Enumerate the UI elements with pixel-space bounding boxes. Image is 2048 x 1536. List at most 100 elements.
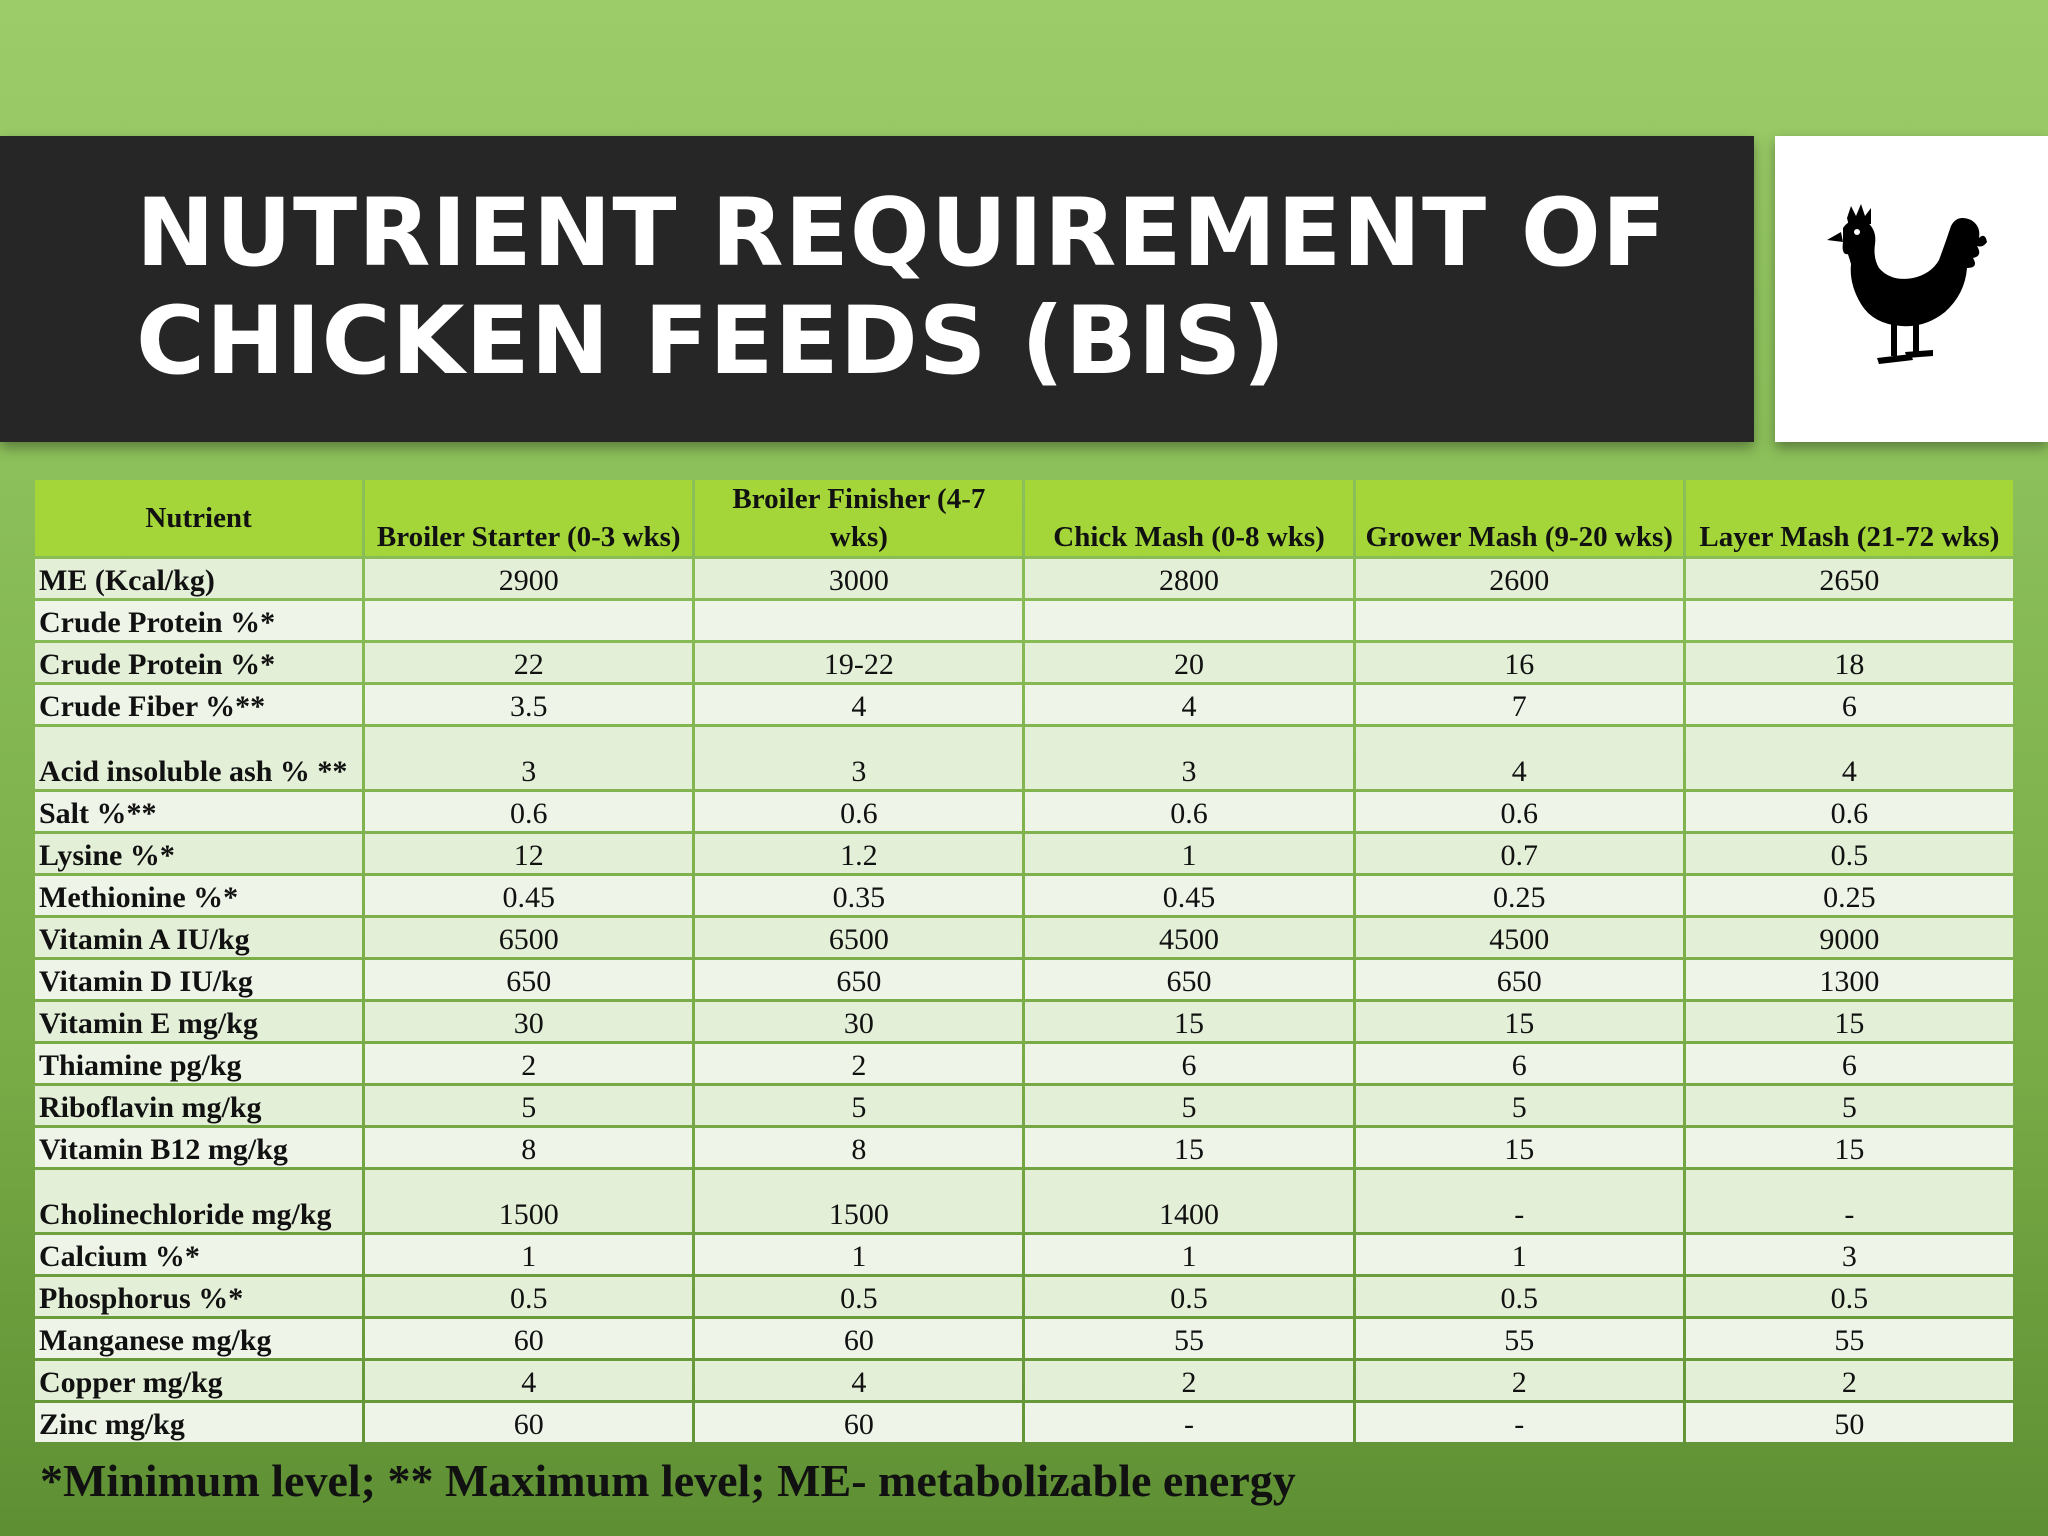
value-cell: 5: [365, 1086, 693, 1125]
nutrient-name-cell: ME (Kcal/kg): [35, 559, 363, 598]
nutrient-name-cell: Crude Fiber %**: [35, 685, 363, 724]
value-cell: 1: [365, 1235, 693, 1274]
value-cell: 3.5: [365, 685, 693, 724]
value-cell: 1: [1355, 1235, 1683, 1274]
value-cell: 8: [365, 1128, 693, 1167]
slide-title: NUTRIENT REQUIREMENT OF CHICKEN FEEDS (B…: [136, 180, 1736, 396]
value-cell: 2800: [1025, 559, 1353, 598]
footnote: *Minimum level; ** Maximum level; ME- me…: [40, 1455, 1296, 1506]
value-cell: 9000: [1685, 918, 2013, 957]
value-cell: 5: [1685, 1086, 2013, 1125]
nutrient-name-cell: Vitamin B12 mg/kg: [35, 1128, 363, 1167]
value-cell: 1400: [1025, 1170, 1353, 1232]
value-cell: 3: [1685, 1235, 2013, 1274]
empty-cell: [1685, 601, 2013, 640]
header-chick-mash: Chick Mash (0-8 wks): [1025, 480, 1353, 556]
title-band: [0, 136, 1754, 442]
value-cell: 0.5: [695, 1277, 1023, 1316]
header-grower-mash: Grower Mash (9-20 wks): [1355, 480, 1683, 556]
value-cell: 15: [1355, 1002, 1683, 1041]
nutrient-name-cell: Salt %**: [35, 792, 363, 831]
value-cell: 3: [695, 727, 1023, 789]
logo-box: [1775, 136, 2048, 442]
value-cell: 1500: [365, 1170, 693, 1232]
value-cell: 0.6: [1355, 792, 1683, 831]
header-broiler-starter: Broiler Starter (0-3 wks): [365, 480, 693, 556]
table-row: Salt %** 0.6 0.6 0.6 0.6 0.6: [35, 792, 2013, 831]
value-cell: 4500: [1355, 918, 1683, 957]
value-cell: 1500: [695, 1170, 1023, 1232]
value-cell: 15: [1685, 1002, 2013, 1041]
value-cell: 4: [1025, 685, 1353, 724]
nutrient-name-cell: Calcium %*: [35, 1235, 363, 1274]
table-row: Riboflavin mg/kg 5 5 5 5 5: [35, 1086, 2013, 1125]
value-cell: 0.5: [1025, 1277, 1353, 1316]
value-cell: 2: [365, 1044, 693, 1083]
value-cell: 1.2: [695, 834, 1023, 873]
value-cell: 4: [1355, 727, 1683, 789]
value-cell: 4: [695, 685, 1023, 724]
empty-cell: [1355, 601, 1683, 640]
table-row: Crude Protein %* 22 19-22 20 16 18: [35, 643, 2013, 682]
value-cell: 15: [1025, 1128, 1353, 1167]
value-cell: 650: [1025, 960, 1353, 999]
value-cell: 30: [365, 1002, 693, 1041]
nutrient-name-cell: Manganese mg/kg: [35, 1319, 363, 1358]
value-cell: 6: [1355, 1044, 1683, 1083]
nutrient-name-cell: Riboflavin mg/kg: [35, 1086, 363, 1125]
value-cell: 8: [695, 1128, 1023, 1167]
table-row: Thiamine pg/kg 2 2 6 6 6: [35, 1044, 2013, 1083]
value-cell: 60: [695, 1403, 1023, 1442]
value-cell: 55: [1355, 1319, 1683, 1358]
value-cell: 0.5: [1685, 834, 2013, 873]
value-cell: 6500: [695, 918, 1023, 957]
table-row: ME (Kcal/kg) 2900 3000 2800 2600 2650: [35, 559, 2013, 598]
value-cell: -: [1355, 1170, 1683, 1232]
value-cell: 5: [1025, 1086, 1353, 1125]
value-cell: 6: [1025, 1044, 1353, 1083]
value-cell: 2: [1685, 1361, 2013, 1400]
nutrient-name-cell: Zinc mg/kg: [35, 1403, 363, 1442]
header-nutrient: Nutrient: [35, 480, 363, 556]
value-cell: 30: [695, 1002, 1023, 1041]
value-cell: 0.25: [1355, 876, 1683, 915]
value-cell: 0.6: [365, 792, 693, 831]
table-header-row: Nutrient Broiler Starter (0-3 wks) Broil…: [35, 480, 2013, 556]
value-cell: 1: [695, 1235, 1023, 1274]
value-cell: 6500: [365, 918, 693, 957]
empty-cell: [365, 601, 693, 640]
table-row: Vitamin D IU/kg 650 650 650 650 1300: [35, 960, 2013, 999]
value-cell: 16: [1355, 643, 1683, 682]
value-cell: 55: [1685, 1319, 2013, 1358]
value-cell: 4500: [1025, 918, 1353, 957]
table-row: Phosphorus %* 0.5 0.5 0.5 0.5 0.5: [35, 1277, 2013, 1316]
nutrient-name-cell: Vitamin E mg/kg: [35, 1002, 363, 1041]
title-line-2: CHICKEN FEEDS (BIS): [136, 287, 1287, 396]
value-cell: 55: [1025, 1319, 1353, 1358]
value-cell: -: [1025, 1403, 1353, 1442]
value-cell: 650: [695, 960, 1023, 999]
value-cell: 0.25: [1685, 876, 2013, 915]
table-row: Lysine %* 12 1.2 1 0.7 0.5: [35, 834, 2013, 873]
value-cell: 0.45: [1025, 876, 1353, 915]
nutrient-table: Nutrient Broiler Starter (0-3 wks) Broil…: [32, 477, 2016, 1445]
nutrient-name-cell: Lysine %*: [35, 834, 363, 873]
value-cell: 3: [365, 727, 693, 789]
table-row: Vitamin E mg/kg 30 30 15 15 15: [35, 1002, 2013, 1041]
value-cell: 2: [1025, 1361, 1353, 1400]
empty-cell: [1025, 601, 1353, 640]
value-cell: 1: [1025, 1235, 1353, 1274]
table-row: Crude Fiber %** 3.5 4 4 7 6: [35, 685, 2013, 724]
nutrient-name-cell: Crude Protein %*: [35, 643, 363, 682]
table-row: Manganese mg/kg 60 60 55 55 55: [35, 1319, 2013, 1358]
value-cell: 2: [695, 1044, 1023, 1083]
value-cell: 5: [695, 1086, 1023, 1125]
value-cell: 0.6: [1685, 792, 2013, 831]
value-cell: -: [1685, 1170, 2013, 1232]
nutrient-name-cell: Cholinechloride mg/kg: [35, 1170, 363, 1232]
value-cell: 22: [365, 643, 693, 682]
value-cell: 4: [1685, 727, 2013, 789]
value-cell: 2: [1355, 1361, 1683, 1400]
table-row: Calcium %* 1 1 1 1 3: [35, 1235, 2013, 1274]
value-cell: 19-22: [695, 643, 1023, 682]
